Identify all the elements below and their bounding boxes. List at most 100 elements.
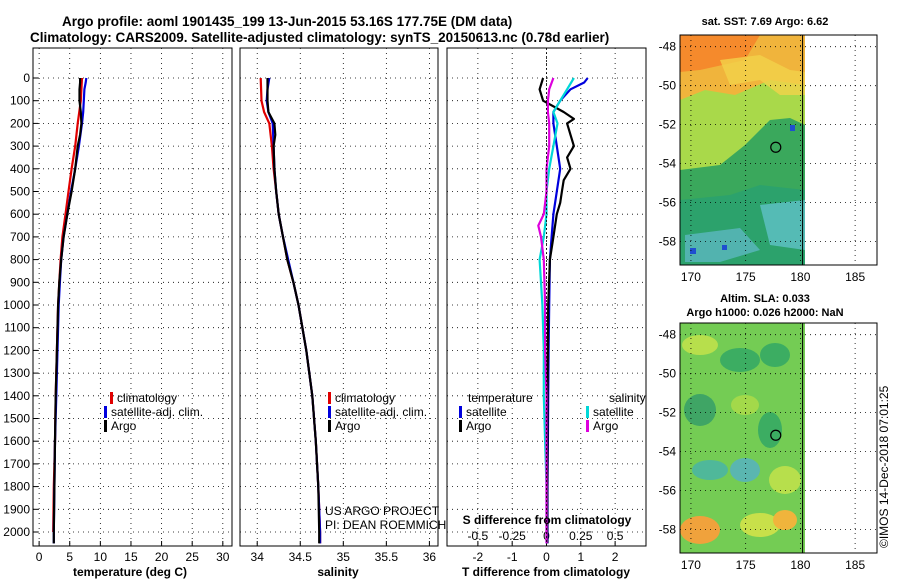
y-tick-label: 1100 — [4, 321, 30, 335]
x2-tick-label: 0.5 — [607, 529, 624, 543]
temperature-xlabel: temperature (deg C) — [73, 565, 187, 579]
sla-map-blob — [684, 394, 716, 426]
salinity-legend: climatology satellite-adj. clim. Argo — [328, 391, 427, 433]
difference-xlabel: T difference from climatology — [462, 565, 630, 579]
legend-swatch-satellite — [104, 406, 107, 418]
series-argo — [266, 78, 321, 544]
legend-swatch-climatology — [110, 392, 113, 404]
x-tick-label: 5 — [66, 550, 73, 564]
map-x-tick-label: 175 — [736, 558, 756, 572]
series-s-satellite — [538, 77, 575, 544]
temperature-plot-frame — [32, 47, 233, 547]
sst-map-pixel — [722, 245, 727, 250]
argo-position-marker — [770, 429, 782, 441]
map-y-tick-label: -58 — [659, 235, 677, 249]
map-y-tick-label: -48 — [659, 40, 677, 54]
x-tick-label: 10 — [94, 550, 108, 564]
x-tick-label: -2 — [473, 550, 484, 564]
legend-title-temperature: temperature — [468, 391, 533, 405]
legend-label-climatology: climatology — [117, 391, 177, 405]
x-tick-label: 0 — [543, 550, 550, 564]
map-y-tick-label: -50 — [659, 79, 677, 93]
map-y-tick-label: -54 — [659, 445, 677, 459]
y-tick-label: 1000 — [3, 298, 30, 312]
legend-label-s-satellite: satellite — [593, 405, 634, 419]
y-tick-label: 900 — [10, 275, 30, 289]
sla-map-blob — [740, 513, 780, 537]
legend-label-t-argo: Argo — [466, 419, 492, 433]
x-tick-label: 20 — [155, 550, 169, 564]
sla-map-title-2: Argo h1000: 0.026 h2000: NaN — [686, 307, 843, 319]
s-difference-label: S difference from climatology — [463, 513, 632, 527]
y-tick-label: 1900 — [3, 502, 30, 516]
sst-map-pixel — [690, 248, 696, 254]
sst-map-yellow-band — [720, 55, 805, 95]
title-line-1: Argo profile: aoml 1901435_199 13-Jun-20… — [62, 14, 512, 29]
map-y-tick-label: -56 — [659, 484, 677, 498]
x-tick-label: 0 — [36, 550, 43, 564]
legend-swatch-s-satellite — [586, 406, 589, 418]
legend-label-argo: Argo — [111, 419, 137, 433]
pi-label: PI: DEAN ROEMMICH — [325, 518, 446, 532]
legend-swatch-argo — [328, 420, 331, 432]
y-tick-label: 1500 — [3, 412, 30, 426]
x-tick-label: 35.5 — [375, 550, 399, 564]
series-argo — [52, 78, 83, 544]
x2-tick-label: -0.25 — [499, 529, 527, 543]
legend-label-t-satellite: satellite — [466, 405, 507, 419]
sla-map-blob — [730, 458, 760, 482]
legend-label-s-argo: Argo — [593, 419, 619, 433]
sla-map-blob — [731, 395, 759, 415]
map-x-tick-label: 170 — [681, 270, 701, 284]
sst-map-title: sat. SST: 7.69 Argo: 6.62 — [702, 16, 829, 28]
legend-swatch-t-satellite — [459, 406, 462, 418]
temperature-legend: climatology satellite-adj. clim. Argo — [104, 391, 203, 433]
x-tick-label: 34 — [251, 550, 265, 564]
x-tick-label: 15 — [124, 550, 138, 564]
legend-label-climatology: climatology — [335, 391, 395, 405]
argo-position-marker — [770, 141, 782, 153]
y-tick-label: 700 — [10, 230, 30, 244]
legend-label-argo: Argo — [335, 419, 361, 433]
y-tick-label: 1400 — [3, 389, 30, 403]
title-line-2: Climatology: CARS2009. Satellite-adjuste… — [30, 30, 609, 45]
sla-map-blob — [773, 510, 797, 530]
x-tick-label: 30 — [216, 550, 230, 564]
map-y-tick-label: -50 — [659, 367, 677, 381]
legend-swatch-s-argo — [586, 420, 589, 432]
x2-tick-label: -0.5 — [468, 529, 489, 543]
map-x-tick-label: 185 — [845, 558, 865, 572]
y-tick-label: 2000 — [3, 525, 30, 539]
credit-label: ©IMOS 14-Dec-2018 07:01:25 — [877, 385, 891, 548]
y-tick-label: 1600 — [3, 434, 30, 448]
map-x-tick-label: 175 — [736, 270, 756, 284]
legend-swatch-satellite — [328, 406, 331, 418]
x-tick-label: 35 — [337, 550, 351, 564]
x-tick-label: -1 — [507, 550, 518, 564]
map-y-tick-label: -52 — [659, 406, 677, 420]
x-tick-label: 25 — [186, 550, 200, 564]
sla-map-blob — [720, 348, 760, 372]
map-y-tick-label: -52 — [659, 118, 677, 132]
map-x-tick-label: 170 — [681, 558, 701, 572]
legend-swatch-argo — [104, 420, 107, 432]
x2-tick-label: 0.25 — [569, 529, 593, 543]
map-y-tick-label: -58 — [659, 523, 677, 537]
legend-label-satellite: satellite-adj. clim. — [335, 405, 427, 419]
y-tick-label: 1200 — [3, 343, 30, 357]
x-tick-label: 36 — [423, 550, 437, 564]
legend-swatch-t-argo — [459, 420, 462, 432]
difference-legend: temperature salinity satellite Argo sate… — [459, 391, 646, 433]
y-tick-label: 200 — [10, 116, 30, 130]
sst-map-pixel — [790, 125, 795, 131]
sla-map-blob — [682, 335, 718, 355]
map-y-tick-label: -54 — [659, 157, 677, 171]
sla-map-blob — [769, 466, 801, 494]
map-y-tick-label: -56 — [659, 196, 677, 210]
sst-map-hot-zone — [680, 35, 760, 72]
map-x-tick-label: 180 — [790, 558, 810, 572]
x-tick-label: 34.5 — [289, 550, 313, 564]
legend-swatch-climatology — [328, 392, 331, 404]
y-tick-label: 400 — [10, 162, 30, 176]
